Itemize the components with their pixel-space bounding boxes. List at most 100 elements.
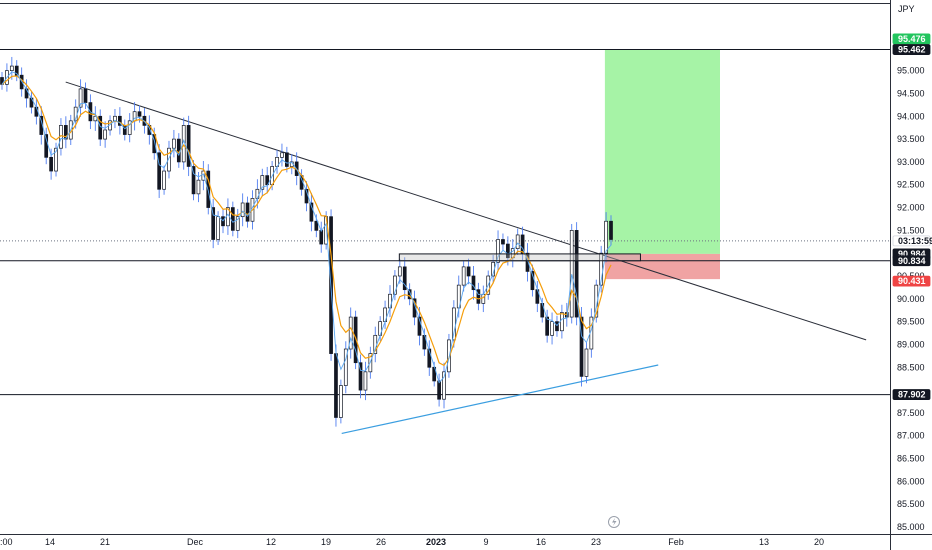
candle-body bbox=[0, 77, 4, 85]
candle-body bbox=[245, 202, 250, 222]
price-tick-label: 85.000 bbox=[897, 522, 925, 532]
time-tick-label: :00 bbox=[0, 537, 13, 547]
price-tag-resistance bbox=[892, 44, 931, 55]
candle-body bbox=[427, 348, 432, 368]
stop-loss-zone[interactable] bbox=[604, 253, 720, 280]
candle-body bbox=[515, 234, 520, 249]
candle-body bbox=[550, 321, 554, 336]
candle-body bbox=[334, 353, 338, 418]
time-axis-ticks: :00 14 21 Dec 12 19 26 2023 9 16 23 Feb 13 20 bbox=[0, 537, 824, 547]
candle-body bbox=[309, 202, 314, 222]
candle-body bbox=[255, 188, 260, 199]
candle-body bbox=[167, 147, 171, 172]
candle-body bbox=[397, 266, 402, 277]
supply-zone[interactable] bbox=[398, 253, 641, 262]
candle-body bbox=[211, 207, 216, 240]
candle-body bbox=[353, 316, 358, 364]
candle-body bbox=[265, 175, 270, 186]
candle-body bbox=[162, 170, 166, 190]
price-tick-label: 86.500 bbox=[897, 454, 925, 464]
candle-body bbox=[201, 170, 206, 181]
candle-body bbox=[343, 348, 348, 386]
descending-trendline[interactable] bbox=[65, 81, 867, 341]
candle-body bbox=[560, 312, 564, 332]
price-tick-label: 86.000 bbox=[897, 476, 925, 486]
candle-body bbox=[83, 88, 88, 103]
candle-body bbox=[520, 234, 525, 254]
time-tick-label: 20 bbox=[814, 537, 824, 547]
candle-body bbox=[230, 207, 235, 231]
candle-body bbox=[137, 111, 142, 117]
candle-body bbox=[466, 266, 471, 277]
candle-body bbox=[172, 138, 176, 149]
price-tag-stop bbox=[892, 275, 931, 287]
time-tick-label: 19 bbox=[321, 537, 331, 547]
price-tick-label: 93.000 bbox=[897, 157, 925, 167]
time-tick-label: 14 bbox=[45, 537, 55, 547]
candle-body bbox=[461, 266, 466, 286]
price-tag-target bbox=[892, 33, 931, 45]
time-tick-label: 16 bbox=[536, 537, 546, 547]
currency-label: JPY bbox=[898, 4, 915, 14]
candle-body bbox=[235, 216, 240, 231]
candle-body bbox=[506, 243, 510, 259]
candle-body bbox=[417, 316, 422, 336]
candle-body bbox=[471, 275, 476, 291]
candle-body bbox=[604, 220, 608, 254]
time-tick-label: 9 bbox=[483, 537, 488, 547]
candle-body bbox=[285, 152, 289, 167]
candle-body bbox=[339, 385, 343, 418]
candle-body bbox=[9, 65, 14, 71]
price-tick-label: 91.500 bbox=[897, 225, 925, 235]
candle-body bbox=[442, 371, 446, 400]
price-tag-label: 87.902 bbox=[898, 390, 926, 400]
time-tick-label: 13 bbox=[759, 537, 769, 547]
candle-body bbox=[240, 202, 245, 218]
time-tick-label: 12 bbox=[266, 537, 276, 547]
candle-body bbox=[569, 230, 574, 318]
price-tag-label: 90.834 bbox=[898, 256, 926, 266]
price-tag-countdown bbox=[892, 235, 931, 247]
candle-body bbox=[358, 362, 363, 391]
price-tick-label: 94.000 bbox=[897, 111, 925, 121]
candle-body bbox=[501, 239, 505, 245]
price-tick-label: 93.500 bbox=[897, 134, 925, 144]
price-tick-label: 92.500 bbox=[897, 180, 925, 190]
price-tag-label: 95.476 bbox=[898, 34, 926, 44]
price-tick-label: 92.000 bbox=[897, 203, 925, 213]
price-tag-label: 90.984 bbox=[898, 249, 926, 259]
price-tick-label: 89.000 bbox=[897, 339, 925, 349]
candle-body bbox=[314, 220, 319, 231]
candle-body bbox=[584, 348, 589, 377]
candle-body bbox=[186, 125, 191, 167]
price-tick-label: 88.500 bbox=[897, 362, 925, 372]
candle-body bbox=[103, 129, 107, 140]
price-tick-label: 85.500 bbox=[897, 499, 925, 509]
candle-body bbox=[216, 216, 220, 240]
candle-body bbox=[609, 220, 613, 240]
price-tick-label: 90.000 bbox=[897, 294, 925, 304]
candle-body bbox=[496, 239, 500, 263]
candle-body bbox=[363, 371, 368, 391]
candle-body bbox=[437, 380, 441, 400]
time-tick-label: Feb bbox=[668, 537, 684, 547]
profit-zone[interactable] bbox=[604, 49, 720, 254]
candle-body bbox=[319, 230, 324, 245]
price-tag-label: 03:13:59 bbox=[898, 236, 932, 246]
candle-body bbox=[78, 88, 83, 108]
candle-body bbox=[530, 271, 535, 291]
candle-body bbox=[14, 65, 19, 76]
lightning-icon[interactable] bbox=[608, 516, 620, 528]
candle-body bbox=[118, 115, 122, 126]
price-tag-support bbox=[892, 255, 931, 267]
supply-zone-box[interactable] bbox=[398, 253, 641, 262]
ascending-trendline[interactable] bbox=[341, 364, 659, 435]
price-tag-label: 95.462 bbox=[898, 45, 926, 55]
position-tool[interactable] bbox=[604, 49, 720, 280]
candle-body bbox=[49, 156, 53, 172]
candle-body bbox=[280, 152, 284, 158]
candle-body bbox=[98, 115, 103, 140]
